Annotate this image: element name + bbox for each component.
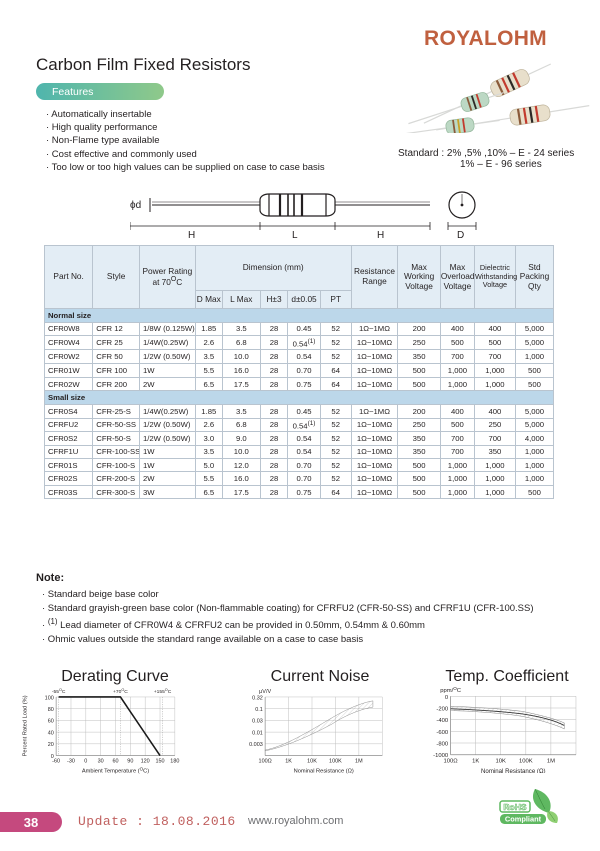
svg-text:0.003: 0.003 <box>249 742 263 748</box>
svg-text:40: 40 <box>48 730 54 736</box>
svg-text:0: 0 <box>84 759 87 765</box>
svg-text:80: 80 <box>48 707 54 713</box>
svg-text:Percent Rated Load (%): Percent Rated Load (%) <box>22 695 28 756</box>
svg-text:100: 100 <box>45 695 54 701</box>
svg-text:60: 60 <box>48 719 54 725</box>
svg-text:+155OC: +155OC <box>154 688 172 695</box>
svg-text:60: 60 <box>112 759 118 765</box>
svg-text:μV/V: μV/V <box>259 689 271 695</box>
svg-text:RoHS: RoHS <box>503 802 526 812</box>
svg-text:150: 150 <box>155 759 164 765</box>
svg-text:0.01: 0.01 <box>252 730 263 736</box>
svg-text:90: 90 <box>127 759 133 765</box>
svg-text:H: H <box>188 230 195 241</box>
svg-text:120: 120 <box>141 759 150 765</box>
svg-text:1K: 1K <box>472 758 479 764</box>
svg-text:ϕd: ϕd <box>130 200 141 211</box>
svg-text:100Ω: 100Ω <box>444 758 459 764</box>
svg-text:Nominal Resistance (Ω): Nominal Resistance (Ω) <box>481 768 546 773</box>
svg-text:+70OC: +70OC <box>113 688 128 695</box>
svg-text:-55OC: -55OC <box>52 688 66 695</box>
svg-text:30: 30 <box>98 759 104 765</box>
svg-text:-200: -200 <box>436 706 448 712</box>
svg-text:-800: -800 <box>436 742 448 748</box>
svg-text:10K: 10K <box>307 759 317 765</box>
svg-text:100Ω: 100Ω <box>259 759 272 765</box>
svg-text:20: 20 <box>48 742 54 748</box>
svg-text:1M: 1M <box>355 759 363 765</box>
svg-text:0: 0 <box>445 695 449 701</box>
svg-text:Ambient Temperature (OC): Ambient Temperature (OC) <box>82 766 149 775</box>
svg-text:100K: 100K <box>519 758 533 764</box>
svg-text:0.32: 0.32 <box>252 695 263 701</box>
svg-text:180: 180 <box>170 759 179 765</box>
svg-text:1K: 1K <box>285 759 292 765</box>
svg-text:D: D <box>457 230 464 241</box>
svg-text:10K: 10K <box>496 758 507 764</box>
svg-text:H: H <box>377 230 384 241</box>
svg-text:-30: -30 <box>67 759 75 765</box>
svg-text:Compliant: Compliant <box>505 815 542 824</box>
svg-text:100K: 100K <box>329 759 342 765</box>
svg-text:ppm/OC: ppm/OC <box>440 686 461 695</box>
svg-text:1M: 1M <box>547 758 555 764</box>
svg-text:L: L <box>292 230 298 241</box>
svg-text:-600: -600 <box>436 730 448 736</box>
svg-text:-60: -60 <box>52 759 60 765</box>
svg-text:-400: -400 <box>436 718 448 724</box>
svg-text:0.03: 0.03 <box>252 719 263 725</box>
svg-text:0.1: 0.1 <box>255 707 263 713</box>
svg-text:Nominal Resistance (Ω): Nominal Resistance (Ω) <box>294 769 354 775</box>
